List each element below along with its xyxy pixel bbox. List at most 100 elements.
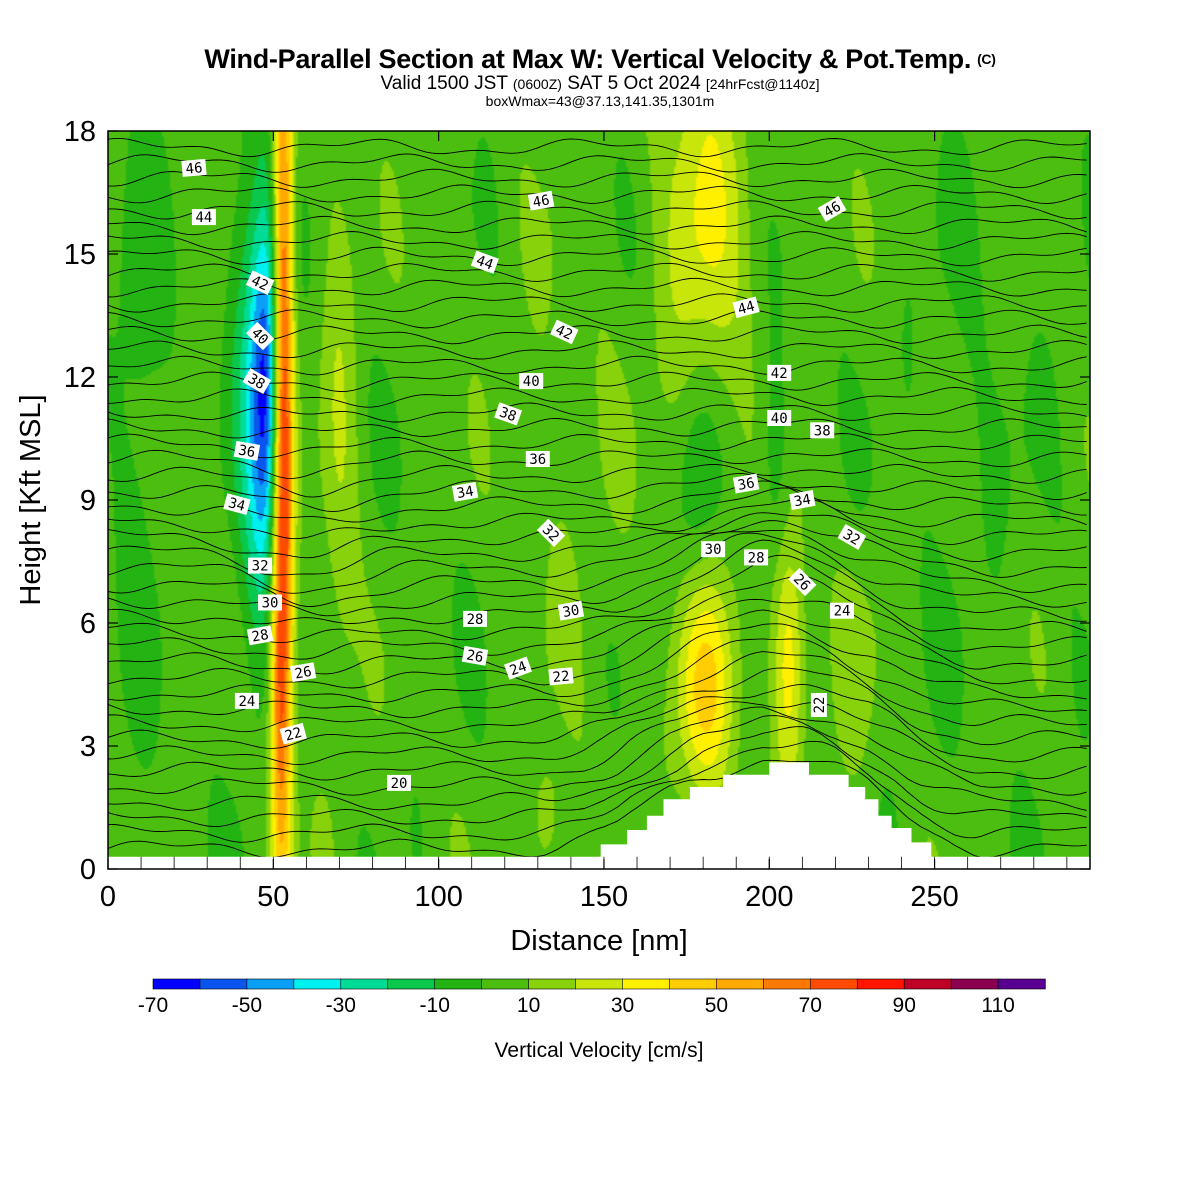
- valid-utc: (0600Z): [512, 76, 562, 92]
- contour-label-text: 42: [771, 366, 788, 382]
- contour-label-text: 30: [262, 596, 279, 612]
- colorbar-swatch: [997, 978, 1046, 990]
- y-tick-label: 18: [64, 116, 96, 148]
- contour-label-bg: [503, 656, 533, 680]
- copyright-mark: (C): [977, 51, 996, 67]
- contour-label: 40: [519, 373, 544, 390]
- contour-label-text: 38: [497, 404, 518, 425]
- contour-label-bg: [191, 209, 216, 226]
- x-tick-label: 100: [414, 881, 462, 913]
- colorbar-swatch: [763, 978, 811, 990]
- contour-label-text: 26: [465, 647, 484, 666]
- colorbar-swatch: [856, 978, 905, 990]
- theta-contour-line: [108, 740, 1087, 843]
- contour-label: 34: [223, 493, 251, 515]
- contour-label-bg: [767, 410, 792, 426]
- theta-contour-line: [108, 200, 1087, 220]
- plot-area: 46 44 42 40 38 36 34 32 30 28 26 24 22 20 46 44 42 40 38 36…: [107, 130, 1091, 870]
- theta-contour-line: [107, 371, 1087, 392]
- theta-contour-line: [107, 539, 1087, 625]
- contour-label: 22: [810, 693, 828, 717]
- y-tick-label: 12: [64, 362, 96, 394]
- theta-contour-line: [107, 215, 1087, 236]
- contour-label-bg: [536, 518, 566, 547]
- theta-contour-line: [107, 598, 1087, 675]
- theta-contour-line: [108, 168, 1087, 189]
- colorbar-label: -70: [138, 994, 168, 1017]
- x-tick-label: 150: [580, 881, 628, 913]
- theta-contour-line: [107, 448, 1087, 479]
- colorbar-swatch: [340, 978, 389, 990]
- contour-label-text: 24: [238, 694, 255, 710]
- forecast-info: [24hrFcst@1140z]: [705, 76, 820, 92]
- contour-label-text: 24: [834, 604, 851, 620]
- contour-label: 36: [732, 473, 760, 494]
- colorbar-swatch: [903, 978, 952, 990]
- contour-label-bg: [461, 645, 489, 666]
- colorbar-title: Vertical Velocity [cm/s]: [495, 1039, 704, 1062]
- contour-label: 28: [744, 549, 769, 566]
- contour-label-bg: [245, 321, 275, 351]
- contour-label: 44: [470, 250, 499, 274]
- contour-label: 22: [548, 667, 574, 686]
- title-block: Wind-Parallel Section at Max W: Vertical…: [0, 44, 1200, 109]
- contour-label-bg: [519, 373, 544, 390]
- y-axis-title: Height [Kft MSL]: [15, 394, 47, 605]
- theta-contour-line: [107, 340, 1087, 360]
- contour-label-bg: [463, 610, 487, 627]
- contour-label: 46: [181, 158, 207, 178]
- colorbar-swatch: [528, 978, 577, 990]
- contour-label-bg: [470, 250, 499, 274]
- contour-label-bg: [701, 541, 726, 558]
- theta-contour-line: [107, 402, 1087, 423]
- contour-label: 34: [451, 481, 479, 502]
- colorbar-swatch: [434, 978, 483, 990]
- contour-label-text: 44: [736, 298, 756, 318]
- contour-label-bg: [810, 422, 835, 439]
- theta-contour-line: [107, 309, 1087, 329]
- x-tick-label: 250: [910, 881, 958, 913]
- contour-label-bg: [837, 523, 867, 550]
- colorbar-swatch: [622, 978, 671, 990]
- colorbar-label: 10: [517, 994, 540, 1017]
- contour-label-bg: [732, 473, 760, 494]
- contour-label-text: 32: [840, 527, 863, 549]
- y-tick-label: 6: [80, 608, 96, 640]
- contour-label: 24: [503, 656, 533, 680]
- colorbar-label: 70: [799, 994, 822, 1017]
- theta-contours: [107, 137, 1087, 858]
- colorbar-swatch: [246, 978, 295, 990]
- contour-label-text: 34: [456, 483, 475, 502]
- theta-contour-line: [107, 153, 1087, 173]
- theta-contour-line: [107, 512, 1087, 576]
- contour-label: 36: [525, 451, 550, 468]
- contour-label-text: 34: [793, 492, 812, 511]
- contour-label-bg: [234, 692, 259, 709]
- contour-label-text: 20: [391, 776, 408, 792]
- contour-label-text: 22: [812, 697, 828, 714]
- theta-contour-line: [107, 293, 1087, 313]
- contour-label-bg: [744, 549, 769, 566]
- contour-label: 42: [550, 319, 579, 345]
- x-axis: 0 50 100 150 200 250: [100, 131, 959, 913]
- contour-label-text: 46: [185, 160, 203, 177]
- contour-label: 24: [234, 692, 259, 710]
- contour-label: 26: [289, 662, 317, 683]
- theta-contour-line: [107, 386, 1087, 408]
- contour-label-bg: [248, 557, 273, 574]
- theta-contour-line: [107, 701, 1087, 781]
- contour-label-text: 32: [252, 559, 269, 575]
- theta-contour-line: [107, 487, 1087, 540]
- valid-time-line: Valid 1500 JST (0600Z) SAT 5 Oct 2024 [2…: [0, 74, 1200, 94]
- y-tick-label: 3: [80, 731, 96, 763]
- theta-contour-line: [107, 137, 1087, 158]
- contour-label: 46: [817, 195, 847, 222]
- contour-label-bg: [767, 364, 792, 381]
- contour-label: 30: [701, 541, 726, 558]
- theta-contour-line: [107, 638, 1087, 719]
- contour-label: 36: [233, 440, 261, 461]
- contour-label-text: 30: [705, 542, 722, 558]
- theta-contour-line: [107, 418, 1087, 439]
